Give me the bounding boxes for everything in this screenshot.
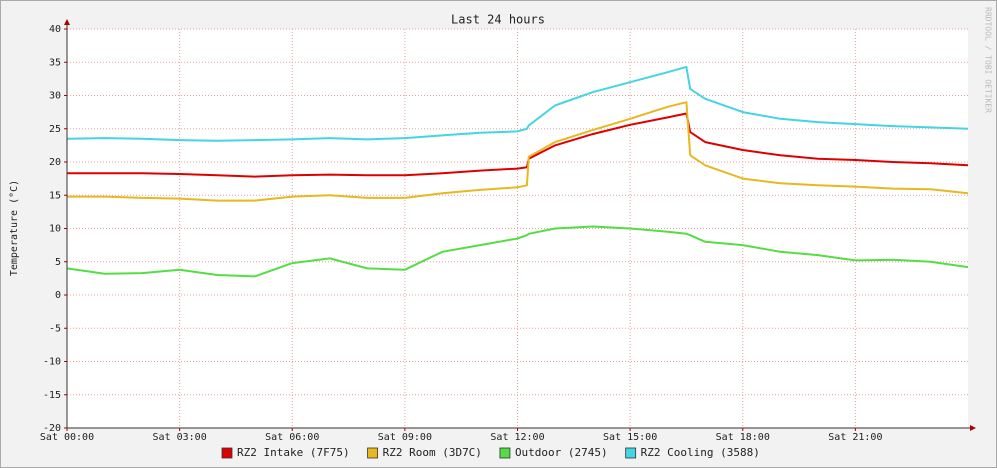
chart-title: Last 24 hours (451, 13, 545, 27)
y-tick-label: 5 (55, 257, 61, 268)
x-tick-label: Sat 15:00 (603, 432, 657, 443)
y-tick-label: 30 (49, 91, 61, 102)
x-arrow (970, 425, 976, 431)
series-line (66, 225, 969, 278)
x-tick-label: Sat 03:00 (153, 432, 207, 443)
series-line (67, 101, 969, 202)
legend-label: Outdoor (2745) (515, 446, 608, 459)
legend-label: RZ2 Room (3D7C) (383, 446, 482, 459)
y-tick-label: 35 (49, 57, 61, 68)
line-layer (66, 65, 969, 278)
y-tick-label: 25 (49, 124, 61, 135)
legend-label: RZ2 Intake (7F75) (237, 446, 350, 459)
legend-swatch (625, 447, 637, 459)
y-tick-label: 15 (49, 190, 61, 201)
y-tick-label: -15 (43, 390, 61, 401)
x-tick-label: Sat 18:00 (716, 432, 770, 443)
y-tick-label: -10 (43, 357, 61, 368)
y-tick-label: 10 (49, 224, 61, 235)
x-tick-label: Sat 12:00 (490, 432, 544, 443)
x-tick-label: Sat 09:00 (378, 432, 432, 443)
legend: RZ2 Intake (7F75) RZ2 Room (3D7C) Outdoor … (221, 446, 760, 459)
series-line (66, 65, 969, 142)
x-tick-label: Sat 00:00 (40, 432, 94, 443)
legend-swatch (221, 447, 233, 459)
x-tick-label: Sat 06:00 (265, 432, 319, 443)
y-tick-label: 20 (49, 157, 61, 168)
legend-swatch (367, 447, 378, 459)
y-tick-label: -5 (49, 323, 61, 334)
y-tick-label: 40 (49, 24, 61, 35)
watermark: RRDTOOL / TOBI OETIKER (984, 7, 993, 113)
grid-layer (66, 28, 968, 429)
y-tick-label: 0 (55, 290, 61, 301)
legend-label: RZ2 Cooling (3588) (641, 446, 760, 459)
y-axis-label: Temperature (°C) (9, 180, 20, 276)
y-tick-label: -20 (43, 423, 61, 434)
y-arrow (64, 19, 70, 25)
x-tick-label: Sat 21:00 (828, 432, 882, 443)
legend-swatch (499, 447, 511, 459)
